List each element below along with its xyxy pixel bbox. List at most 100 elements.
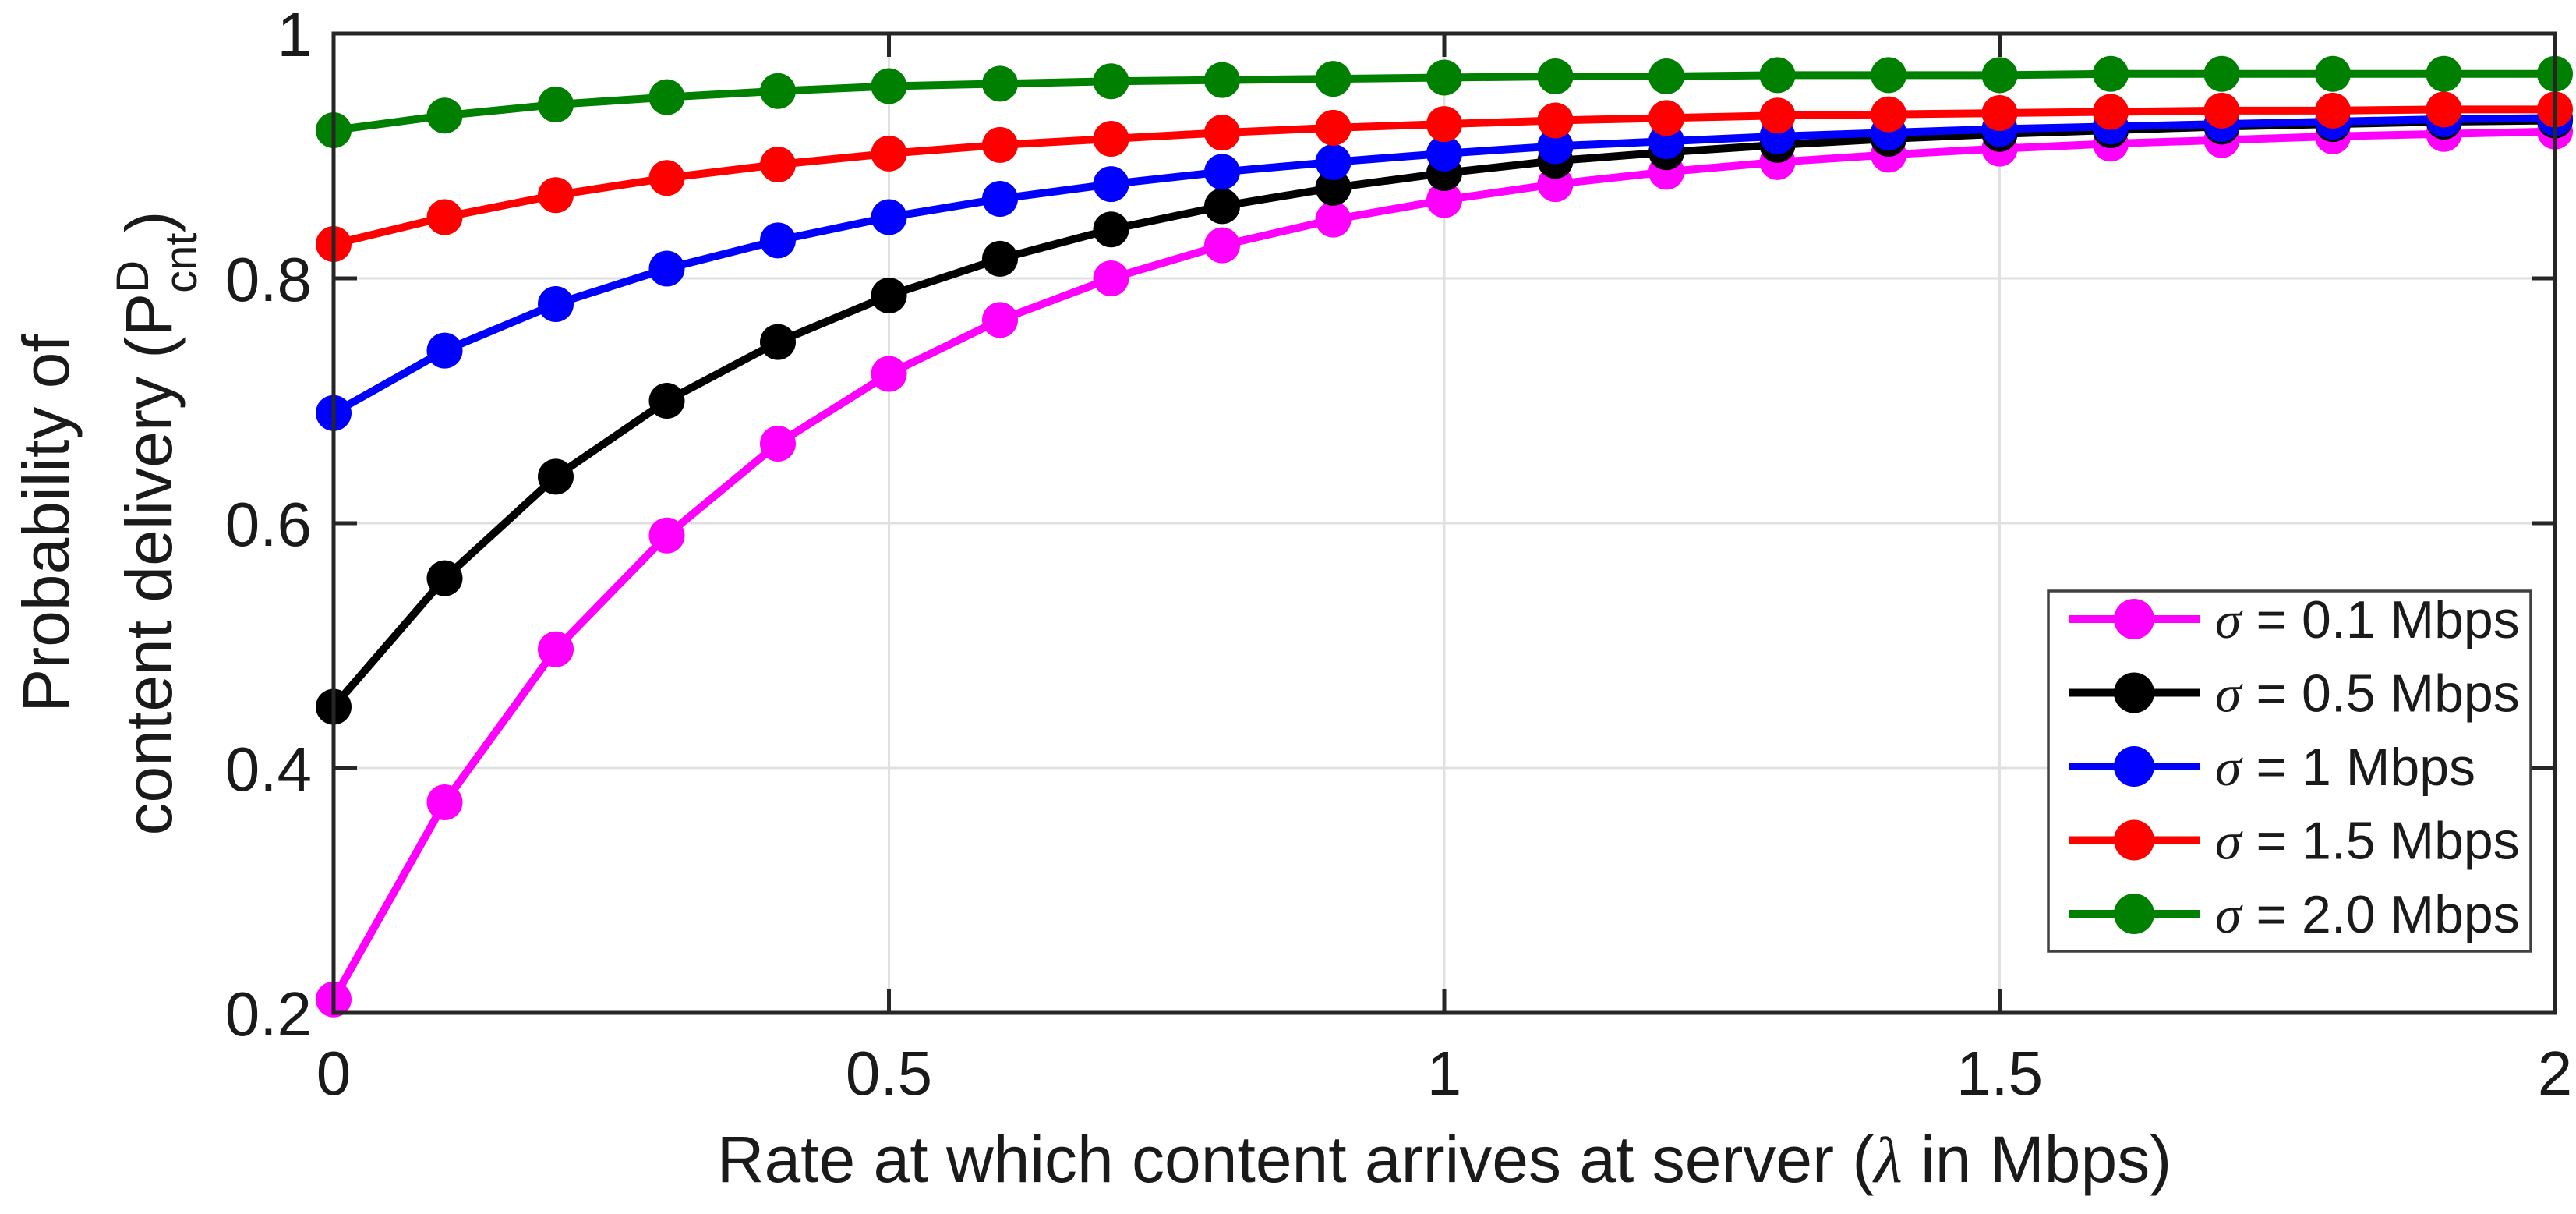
data-point-marker <box>2315 92 2351 129</box>
legend-marker <box>2114 599 2154 639</box>
data-point-marker <box>1537 102 1574 139</box>
data-point-marker <box>2315 55 2351 92</box>
data-point-marker <box>426 97 463 134</box>
sigma-symbol: σ <box>2215 885 2243 944</box>
data-point-marker <box>1426 135 1462 172</box>
legend-item-sigma-1-mbps: σ = 1 Mbps <box>2069 738 2475 797</box>
data-point-marker <box>982 126 1018 163</box>
data-point-marker <box>1204 188 1240 225</box>
data-point-marker <box>2426 55 2462 92</box>
series-sigma-2.0-mbps <box>316 55 2573 149</box>
y-tick-label: 0.2 <box>225 979 312 1049</box>
data-point-marker <box>1537 128 1574 165</box>
y-axis-label-line2: content delivery (PDcnt) <box>108 211 207 836</box>
sigma-symbol: σ <box>2215 590 2243 649</box>
data-point-marker <box>538 458 574 495</box>
legend-item-sigma-0.1-mbps: σ = 0.1 Mbps <box>2069 590 2520 649</box>
data-point-marker <box>871 277 907 313</box>
data-point-marker <box>982 240 1018 277</box>
data-point-marker <box>760 324 796 360</box>
x-tick-label: 0.5 <box>846 1039 932 1108</box>
legend-label: σ = 2.0 Mbps <box>2215 885 2520 944</box>
data-point-marker <box>1204 62 1240 98</box>
legend-label: σ = 1.5 Mbps <box>2215 812 2520 871</box>
legend-label: σ = 0.5 Mbps <box>2215 664 2520 724</box>
legend: σ = 0.1 Mbps σ = 0.5 Mbps σ = 1 Mbps σ = 1.… <box>2047 589 2532 953</box>
data-point-marker <box>538 87 574 123</box>
data-point-marker <box>1093 121 1129 158</box>
x-tick-label: 1 <box>1427 1039 1462 1108</box>
data-point-marker <box>426 199 463 235</box>
data-point-marker <box>648 517 685 554</box>
sigma-symbol: σ <box>2215 812 2243 871</box>
data-point-marker <box>2093 55 2129 92</box>
data-point-marker <box>538 285 574 322</box>
data-point-marker <box>1648 58 1684 94</box>
y-tick-label: 0.8 <box>225 245 312 314</box>
data-point-marker <box>426 332 463 369</box>
data-point-marker <box>871 68 907 104</box>
data-point-marker <box>1315 143 1352 180</box>
legend-marker <box>2114 894 2154 934</box>
data-point-marker <box>1426 59 1462 96</box>
data-point-marker <box>1315 61 1352 97</box>
data-point-marker <box>871 356 907 392</box>
data-point-marker <box>2093 94 2129 130</box>
data-point-marker <box>1981 57 2018 94</box>
legend-item-sigma-0.5-mbps: σ = 0.5 Mbps <box>2069 664 2520 724</box>
legend-label: σ = 1 Mbps <box>2215 738 2475 797</box>
data-point-marker <box>648 160 685 196</box>
tick-label-layer: 0 0.5 1 1.5 2 1 0.8 0.6 0.4 0.2 <box>225 0 2572 1108</box>
subscript-cnt: cnt <box>156 233 207 293</box>
data-point-marker <box>426 784 463 820</box>
legend-marker <box>2114 746 2154 787</box>
data-point-marker <box>1426 106 1462 143</box>
data-point-marker <box>871 199 907 235</box>
legend-marker <box>2114 819 2154 861</box>
data-point-marker <box>982 65 1018 102</box>
data-point-marker <box>1315 109 1352 146</box>
data-point-marker <box>1204 227 1240 264</box>
data-point-marker <box>648 79 685 115</box>
data-point-marker <box>1426 182 1462 218</box>
data-point-marker <box>760 146 796 182</box>
data-point-marker <box>1981 95 2018 132</box>
legend-item-sigma-1.5-mbps: σ = 1.5 Mbps <box>2069 812 2520 871</box>
x-tick-label: 1.5 <box>1956 1039 2043 1108</box>
sigma-symbol: σ <box>2215 664 2243 724</box>
data-point-marker <box>1093 63 1129 100</box>
data-point-marker <box>2426 91 2462 128</box>
data-point-marker <box>760 222 796 259</box>
data-point-marker <box>538 631 574 667</box>
data-point-marker <box>871 135 907 172</box>
x-tick-label: 0 <box>316 1039 352 1108</box>
data-point-marker <box>1093 260 1129 296</box>
data-point-marker <box>1093 211 1129 248</box>
data-point-marker <box>426 560 463 596</box>
data-point-marker <box>982 180 1018 217</box>
data-point-marker <box>982 302 1018 338</box>
data-point-marker <box>1759 57 1796 94</box>
x-axis-label: Rate at which content arrives at server … <box>717 1123 2171 1197</box>
data-point-marker <box>2203 55 2240 92</box>
data-point-marker <box>1871 96 1906 133</box>
data-point-marker <box>760 73 796 109</box>
data-point-marker <box>648 250 685 287</box>
data-point-marker <box>1204 154 1240 190</box>
legend-item-sigma-2.0-mbps: σ = 2.0 Mbps <box>2069 885 2520 944</box>
data-point-marker <box>2203 92 2240 129</box>
data-point-marker <box>1093 166 1129 203</box>
data-point-marker <box>1315 201 1352 238</box>
legend-label: σ = 0.1 Mbps <box>2215 590 2520 649</box>
x-tick-label: 2 <box>2538 1039 2573 1108</box>
data-point-marker <box>1315 169 1352 206</box>
legend-marker <box>2114 672 2154 713</box>
y-tick-label: 0.6 <box>225 490 312 559</box>
lambda-symbol: λ <box>1871 1124 1902 1197</box>
y-tick-label: 0.4 <box>225 734 312 804</box>
data-point-marker <box>760 425 796 462</box>
data-point-marker <box>1204 115 1240 151</box>
superscript-D: D <box>108 260 158 293</box>
